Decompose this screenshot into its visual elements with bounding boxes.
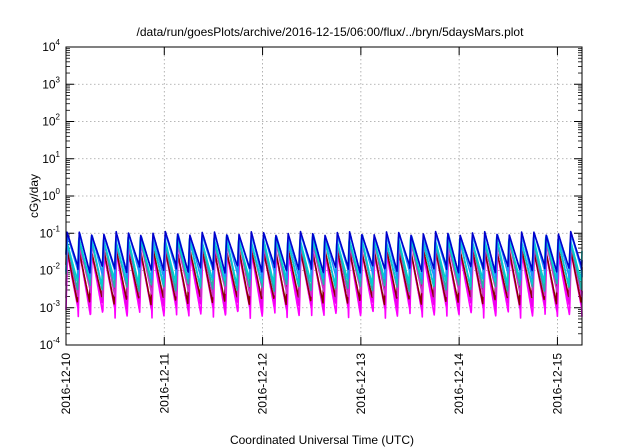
x-tick-label: 2016-12-14 <box>452 353 466 415</box>
series-line <box>65 233 583 281</box>
x-tick-label: 2016-12-12 <box>256 353 270 415</box>
y-tick-label: 100 <box>42 187 60 203</box>
x-tick-label: 2016-12-15 <box>550 353 564 415</box>
series-line <box>65 230 583 274</box>
plot-frame <box>65 46 583 346</box>
y-tick-label: 10-2 <box>40 262 61 278</box>
chart-title: /data/run/goesPlots/archive/2016-12-15/0… <box>137 25 525 39</box>
series-line <box>65 252 583 320</box>
x-tick-label: 2016-12-11 <box>157 353 171 414</box>
tick-labels: 10-4 10-3 10-2 10-1 100 101 102 103 104 2016-12-1… <box>40 38 565 414</box>
y-tick-label: 103 <box>42 75 60 91</box>
x-tick-label: 2016-12-10 <box>59 353 73 415</box>
y-axis-label: cGy/day <box>27 174 41 218</box>
series-line <box>65 242 583 300</box>
y-tick-label: 102 <box>42 113 60 129</box>
series-group <box>65 230 583 320</box>
y-tick-label: 10-3 <box>40 299 61 315</box>
x-tick-label: 2016-12-13 <box>354 353 368 415</box>
y-tick-label: 10-1 <box>40 224 61 240</box>
y-tick-label: 10-4 <box>40 336 61 352</box>
y-tick-label: 101 <box>42 150 60 166</box>
x-axis-label: Coordinated Universal Time (UTC) <box>230 433 414 447</box>
y-tick-label: 104 <box>42 38 60 54</box>
